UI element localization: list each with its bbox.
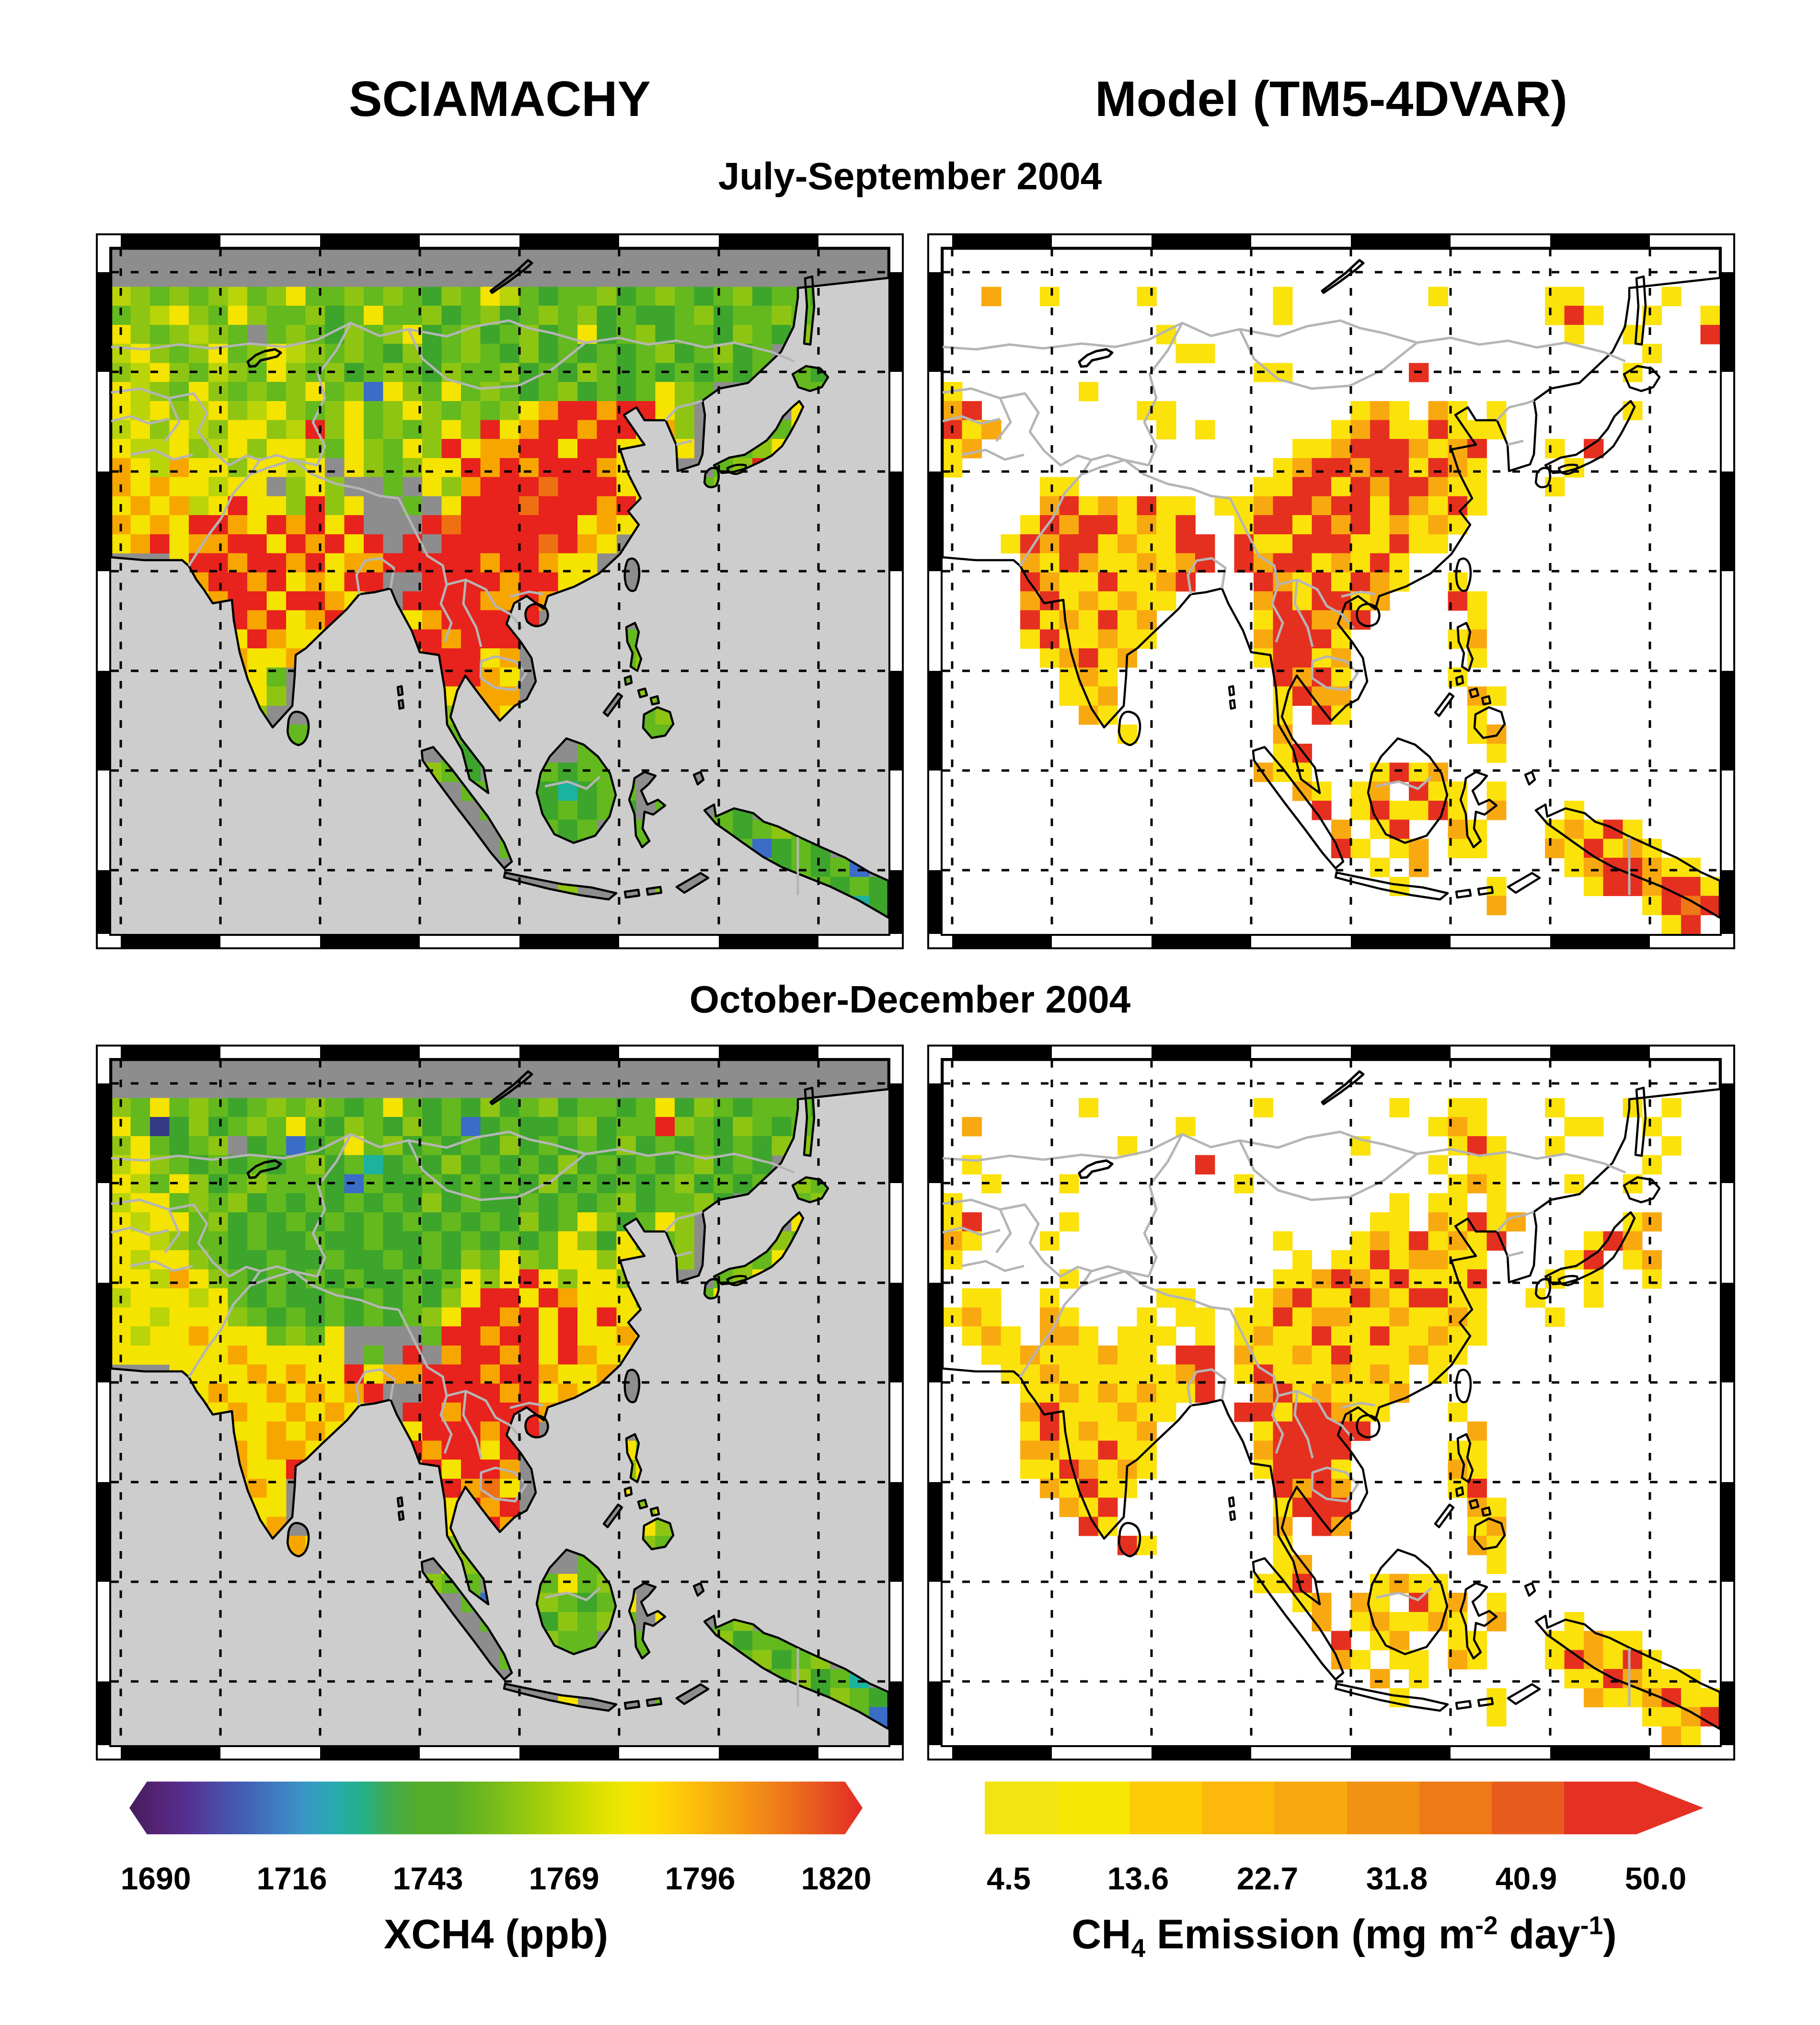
colorbar-tick-label: 31.8 [1366,1861,1428,1896]
colorbar-tick-label: 1690 [120,1861,191,1896]
colorbar-xch4 [129,1782,863,1834]
colorbar-segment [985,1782,1058,1834]
colorbar-ch4-title: CH4 Emission (mg m-2 day-1) [1071,1911,1617,1963]
colorbar-segment [1057,1782,1130,1834]
colorbar-tick-label: 13.6 [1107,1861,1169,1896]
colorbar-ch4-emission [985,1782,1704,1834]
map-sciamachy-oct-dec [96,1045,904,1760]
colorbar-segment [1419,1782,1492,1834]
map-sciamachy-jul-sep [96,233,904,949]
colorbar-segment [1202,1782,1275,1834]
map-inner [111,249,889,934]
map-inner [943,249,1720,934]
no-data-band [111,249,888,272]
map-inner [111,1060,889,1745]
colorbar-tick-label: 1820 [801,1861,872,1896]
colorbar-segment [1129,1782,1202,1834]
map-model-oct-dec [927,1045,1735,1760]
colorbar-segment [1564,1782,1636,1834]
checkered-frame [927,233,1735,949]
row-subtitle-jul-sep: July-September 2004 [718,155,1102,197]
colorbar-tick-label: 40.9 [1495,1861,1557,1896]
no-data-band [111,1060,888,1083]
checkered-frame [96,1045,904,1760]
colorbar-segment [1491,1782,1564,1834]
map-inner [943,1060,1720,1746]
colorbar-arrow [1636,1782,1704,1834]
row-subtitle-oct-dec: October-December 2004 [689,978,1131,1021]
colorbar-tick-label: 1796 [665,1861,736,1896]
checkered-frame [927,1045,1735,1760]
colorbar-segment [1274,1782,1347,1834]
colorbar-tick-label: 1743 [392,1861,463,1896]
colorbar-xch4-title: XCH4 (ppb) [383,1911,609,1957]
colorbar-tick-label: 50.0 [1624,1861,1687,1896]
map-model-jul-sep [927,233,1735,949]
colorbar-segment [1347,1782,1419,1834]
colorbar-tick-label: 1769 [529,1861,599,1896]
colorbar-tick-label: 22.7 [1236,1861,1299,1896]
checkered-frame [96,233,904,949]
column-title-sciamachy: SCIAMACHY [349,71,651,127]
colorbar-tick-label: 1716 [256,1861,327,1896]
colorbar-tick-label: 4.5 [987,1861,1031,1896]
column-title-model: Model (TM5-4DVAR) [1094,71,1568,127]
